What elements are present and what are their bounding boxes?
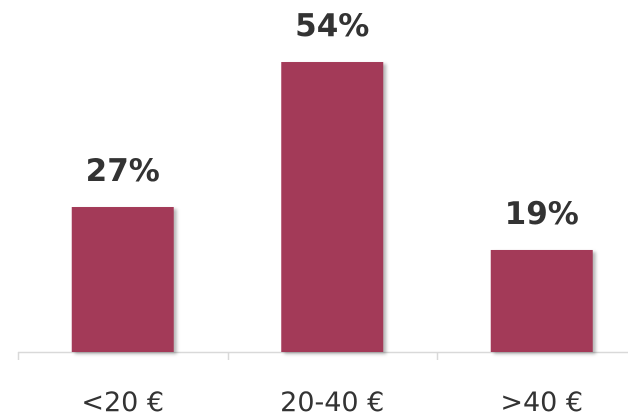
bar [71, 207, 174, 352]
x-tick-label: <20 € [81, 387, 164, 417]
value-label: 19% [505, 196, 579, 232]
x-tick-label: 20-40 € [280, 387, 384, 417]
x-tick-label: >40 € [500, 387, 583, 417]
value-label: 54% [295, 8, 369, 44]
bar [490, 249, 593, 352]
bar [281, 62, 384, 353]
value-label: 27% [86, 153, 160, 189]
